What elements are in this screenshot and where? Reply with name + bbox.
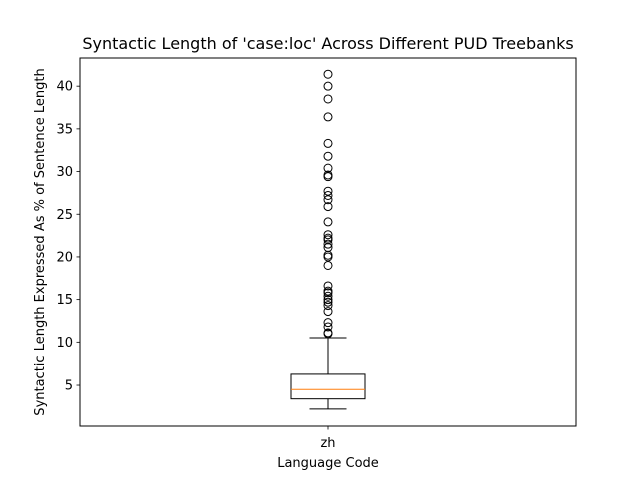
iqr-box [290,373,366,400]
outlier-point [323,286,333,296]
x-axis-ticks: zh [320,426,336,451]
outlier-point [323,163,333,173]
outlier-point [323,69,333,79]
outlier-point [323,217,333,227]
y-tick-label: 25 [56,208,73,223]
x-axis-label: Language Code [277,456,379,471]
outlier-point [323,94,333,104]
outlier-point [323,230,333,240]
y-tick-label: 20 [56,250,73,265]
y-axis-label: Syntactic Length Expressed As % of Sente… [33,68,48,415]
outlier-point [323,151,333,161]
outlier-point [323,307,333,317]
y-tick-label: 5 [65,379,73,394]
y-tick-label: 30 [56,165,73,180]
outlier-point [323,252,333,262]
outlier-point [323,195,333,205]
outlier-point [323,291,333,301]
y-tick-label: 15 [56,293,73,308]
y-tick-label: 35 [56,122,73,137]
outlier-point [323,112,333,122]
outlier-point [323,170,333,180]
outlier-point [323,190,333,200]
y-axis-ticks: 5 10 15 20 25 30 35 40 [56,80,80,394]
chart-title: Syntactic Length of 'case:loc' Across Di… [82,34,573,53]
box-group [290,69,366,410]
outlier-point [323,281,333,291]
outlier-point [323,172,333,182]
outlier-point [323,301,333,311]
outlier-point [323,260,333,270]
outlier-point [323,322,333,332]
outlier-point [323,202,333,212]
y-tick-label: 40 [56,80,73,95]
plot-area [290,69,366,410]
outlier-point [323,328,333,338]
outlier-point [323,297,333,307]
x-tick-label: zh [320,436,335,451]
outlier-point [323,295,333,305]
outlier-point [323,81,333,91]
outlier-point [323,239,333,249]
y-tick-label: 10 [56,336,73,351]
outlier-point [323,233,333,243]
outlier-point [323,186,333,196]
outlier-point [323,318,333,328]
outlier-point [323,250,333,260]
outlier-point [323,138,333,148]
